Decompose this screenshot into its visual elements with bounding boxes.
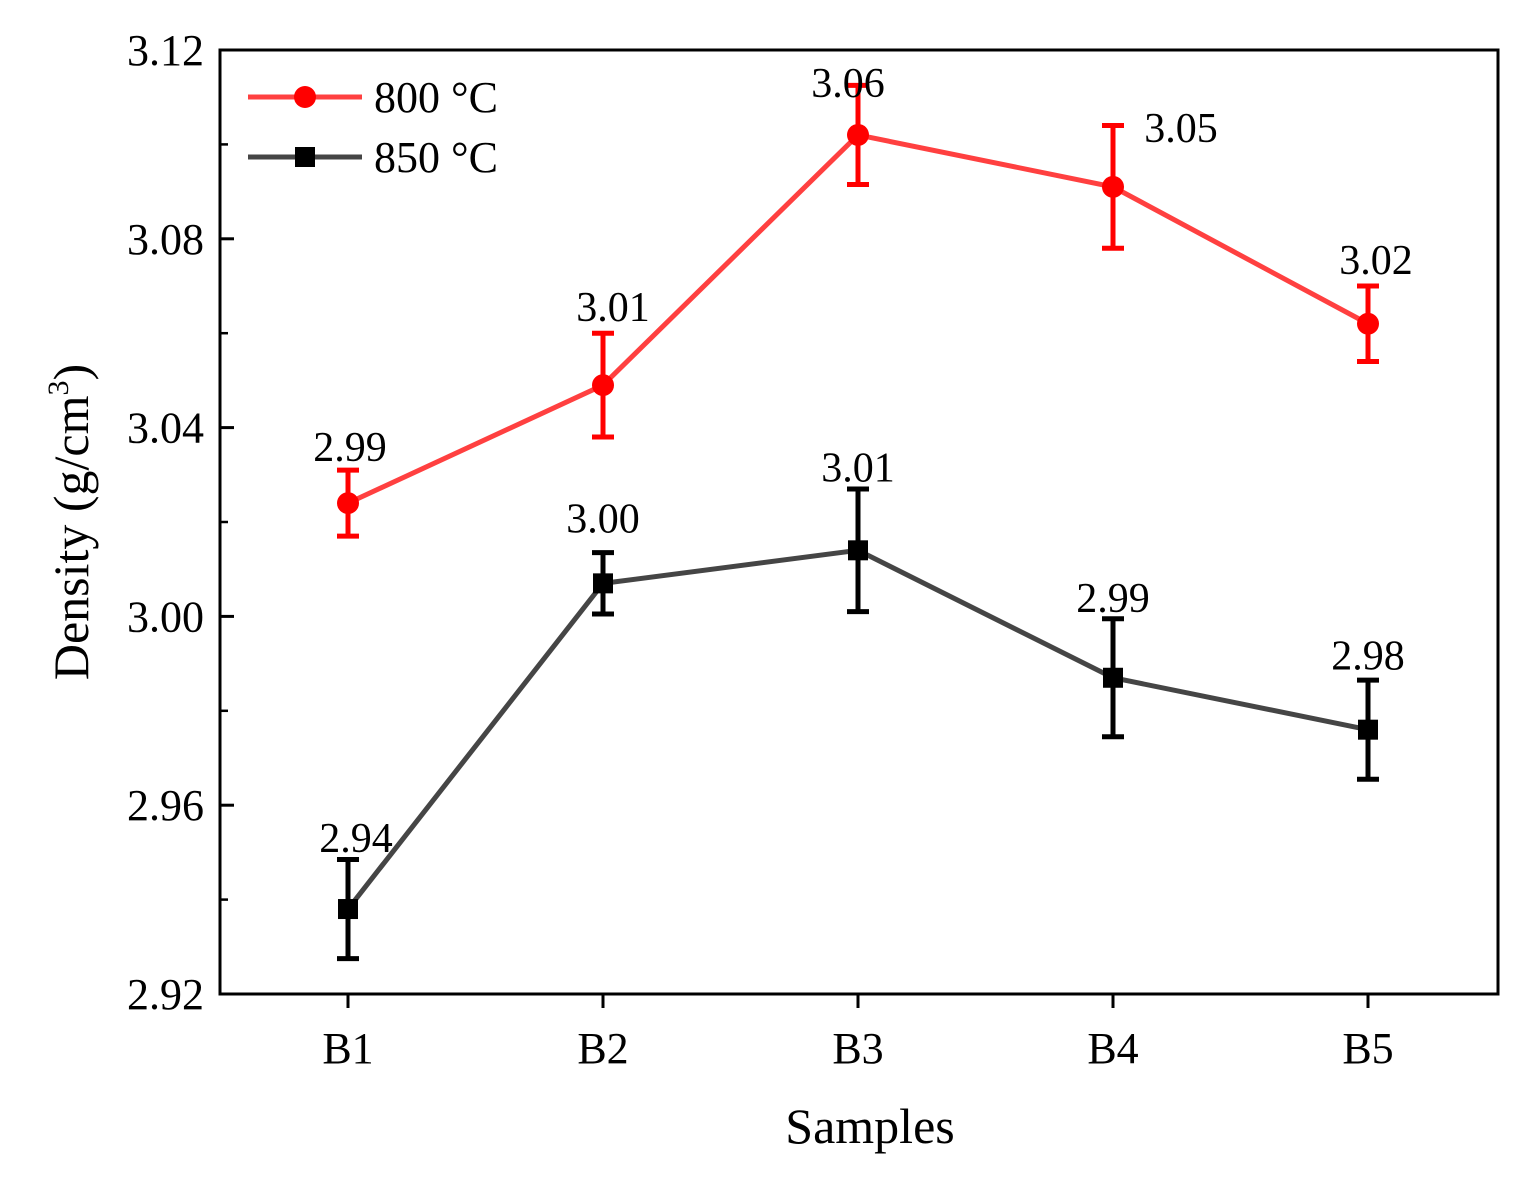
series-layer: 2.99 3.01 3.06 3.05 3.02 2.94 3.00 3.01 2.99 2.98	[313, 61, 1413, 962]
legend-item-1: 850 °C	[248, 133, 498, 182]
y-axis-title: Density (g/cm3)	[42, 364, 99, 680]
data-point	[1358, 719, 1378, 740]
data-label: 2.99	[1076, 576, 1150, 622]
legend-label: 850 °C	[374, 133, 498, 182]
series-1: 2.94 3.00 3.01 2.99 2.98	[319, 445, 1405, 962]
data-point	[337, 492, 359, 515]
data-point	[1103, 667, 1123, 688]
y-tick-label: 2.92	[127, 970, 204, 1019]
legend-marker	[295, 147, 315, 167]
y-axis-title-main: Density (g/cm	[43, 395, 99, 680]
data-point	[1102, 175, 1124, 198]
legend-item-0: 800 °C	[248, 73, 498, 122]
data-point	[848, 540, 868, 561]
x-tick-label: B5	[1342, 1024, 1393, 1073]
x-tick-label: B1	[322, 1024, 373, 1073]
data-label: 2.94	[319, 816, 393, 862]
data-label: 2.99	[313, 425, 387, 471]
y-axis-title-close: )	[43, 364, 99, 381]
legend-label: 800 °C	[374, 73, 498, 122]
y-tick-label: 3.12	[127, 26, 204, 75]
x-axis-title: Samples	[785, 1098, 954, 1154]
data-point	[338, 899, 358, 920]
y-tick-label: 3.04	[127, 404, 204, 453]
data-label: 3.06	[811, 61, 885, 107]
x-tick-label: B4	[1087, 1024, 1138, 1073]
x-tick-label: B2	[577, 1024, 628, 1073]
data-point	[1357, 312, 1379, 335]
data-label: 3.05	[1144, 106, 1218, 152]
x-tick-label: B3	[832, 1024, 883, 1073]
data-point	[593, 573, 613, 594]
y-tick-label: 2.96	[127, 781, 204, 830]
legend: 800 °C 850 °C	[248, 73, 498, 182]
data-point	[592, 374, 614, 397]
data-label: 3.01	[576, 285, 650, 331]
data-label: 3.02	[1339, 238, 1413, 284]
legend-marker	[294, 86, 316, 108]
data-label: 3.00	[566, 496, 640, 542]
data-label: 2.98	[1331, 634, 1405, 680]
y-tick-label: 3.00	[127, 592, 204, 641]
data-point	[847, 123, 869, 146]
data-label: 3.01	[821, 445, 895, 491]
y-axis-title-superscript: 3	[42, 380, 75, 395]
series-0: 2.99 3.01 3.06 3.05 3.02	[313, 61, 1413, 539]
y-tick-label: 3.08	[127, 215, 204, 264]
axis-layer: 2.92 2.96 3.00 3.04 3.08 3.12 B1 B2 B3 B4 B5	[127, 26, 1394, 1073]
